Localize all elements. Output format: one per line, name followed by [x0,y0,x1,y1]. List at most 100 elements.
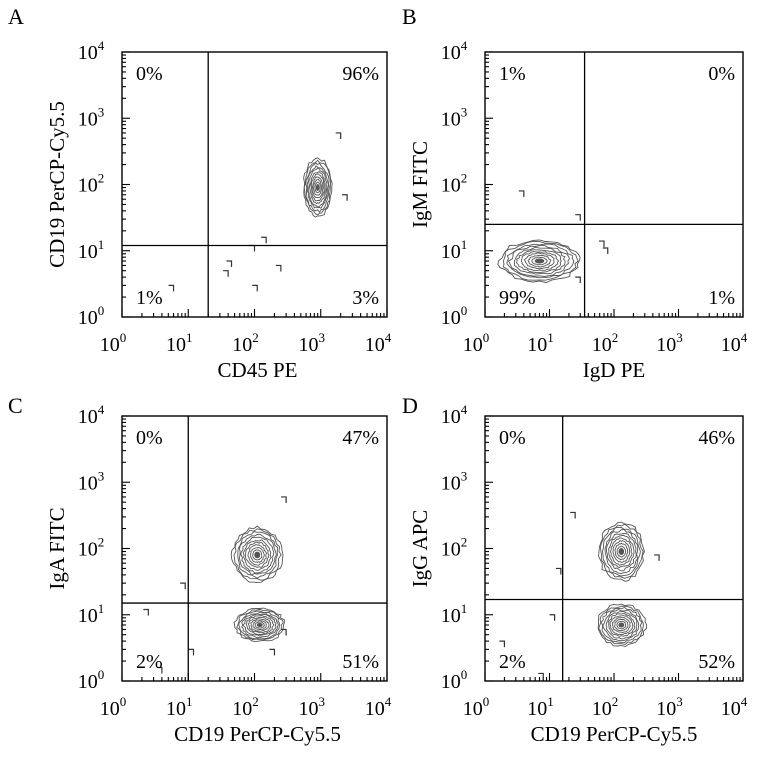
panel-a-outlier-mark [226,260,233,268]
panel-a-contour-ring [311,176,324,199]
panel-c-contour-ring [236,608,284,641]
panel-d-quadrant-upper-left: 0% [499,427,526,449]
panel-d-contour-ring [609,615,634,636]
panel-b-contour-ring [523,252,555,270]
panel-c-contour-ring [247,616,272,634]
panel-c-y-tick-label: 102 [78,535,105,561]
panel-b-contour-ring [531,256,548,266]
panel-a-x-tick-label: 101 [166,330,193,356]
panel-b-outlier-mark [518,190,525,197]
panel-c-x-axis-label: CD19 PerCP-Cy5.5 [174,722,341,746]
panel-c-outlier-mark [180,582,186,590]
panel-b-x-tick-label: 102 [592,330,619,356]
panel-a-outlier-mark [249,244,256,252]
panel-c-contour-ring [242,613,277,637]
panel-c-y-tick-label: 104 [78,402,105,428]
panel-d-x-axis-label: CD19 PerCP-Cy5.5 [531,722,698,746]
panel-c-contour-ring [250,547,265,563]
panel-c-x-tick-label: 100 [100,694,127,720]
panel-c-contour-ring [245,615,275,635]
panel-c-contour-ring [230,525,284,583]
panel-d-contour-ring [599,523,644,579]
panel-c-contour-ring [237,531,279,579]
panel-a-outlier-mark [261,236,267,244]
panel-d-contour-ring [598,605,644,645]
panel-d-contour-ring [611,617,631,634]
panel-c-outlier-mark [188,648,195,656]
panel-d-contour-ring [616,545,627,558]
panel-d-y-tick-label: 102 [441,535,468,561]
panel-c-contour-ring [238,610,281,640]
panel-c-x-tick-label: 101 [166,694,193,720]
panel-a-frame [121,51,388,318]
panel-d-quadrant-lower-left: 2% [499,651,526,673]
panel-c-outlier-mark [281,496,287,503]
panel-d-x-tick-label: 102 [592,694,619,720]
panel-a-y-tick-label: 100 [78,303,105,329]
panel-b-quadrant-upper-left: 1% [499,63,526,85]
panel-d-letter: D [402,393,418,418]
panel-a-outlier-mark [252,284,258,292]
panel-b-contour-ring [516,249,562,274]
panel-c-contour-ring [233,607,285,643]
panel-d-contour-ring [616,620,627,630]
panel-a-y-tick-label: 102 [78,171,105,197]
panel-b-contour-ring [506,243,575,279]
panel-d-y-tick-label: 103 [441,468,468,494]
panel-c-outlier-mark [269,648,276,656]
panel-b-outlier-mark [575,276,581,284]
panel-d-outlier-mark [499,640,506,648]
panel-c-x-tick-label: 102 [232,694,259,720]
panel-b-outlier-mark [575,214,581,221]
panel-b-y-axis-label: IgM FITC [408,141,432,228]
panel-c-contour-ring [240,536,275,574]
panel-c-contour-ring [252,549,263,561]
panel-a-x-tick-label: 100 [100,330,127,356]
panel-d-y-tick-label: 101 [441,601,468,627]
panel-c-y-tick-label: 101 [78,601,105,627]
panel-d-outlier-mark [555,567,562,575]
panel-b-contour-ring [497,239,581,284]
panel-a-y-tick-label: 103 [78,104,105,130]
panel-a-contour-ring [310,173,325,202]
panel-d-contour-ring [602,609,640,642]
panel-c-quadrant-lower-right: 51% [342,651,379,673]
panel-a-outlier-mark [223,270,229,277]
panel-c-contour-ring [247,544,267,566]
panel-d-y-tick-label: 104 [441,402,468,428]
panel-a-contour-ring [314,181,321,194]
panel-b-x-tick-label: 104 [721,330,748,356]
panel-a-y-tick-label: 101 [78,237,105,263]
panel-a-contour-ring [306,165,329,209]
panel-a-x-tick-label: 103 [299,330,326,356]
panel-a-outlier-mark [342,194,348,201]
panel-d-x-tick-label: 104 [721,694,748,720]
panel-a-quadrant-upper-right: 96% [342,63,379,85]
panel-d-contour-ring [607,612,636,637]
panel-b-population-core [534,258,545,264]
panel-d-x-tick-label: 103 [656,694,683,720]
panel-c-quadrant-upper-left: 0% [136,427,163,449]
panel-d-contour-ring [605,533,637,572]
panel-a-contour-ring [309,170,326,205]
panel-a-quadrant-lower-right: 3% [352,287,379,309]
panel-c-outlier-mark [281,628,287,636]
panel-a-contour-ring [305,162,330,213]
panel-b-letter: B [402,4,417,29]
panel-a-contour-ring [308,167,328,208]
panel-a-outlier-mark [168,284,175,292]
panel-d-contour-ring [605,611,638,640]
panel-c-contour-ring [252,620,267,631]
panel-a-x-axis-label: CD45 PE [218,358,298,382]
panel-d-contour-ring [604,529,639,574]
panel-c-outlier-mark [156,666,163,674]
panel-b-contour-ring [502,240,579,281]
panel-d-population-core [618,548,625,556]
panel-d-contour-ring [597,603,648,647]
panel-b-quadrant-lower-right: 1% [708,287,735,309]
